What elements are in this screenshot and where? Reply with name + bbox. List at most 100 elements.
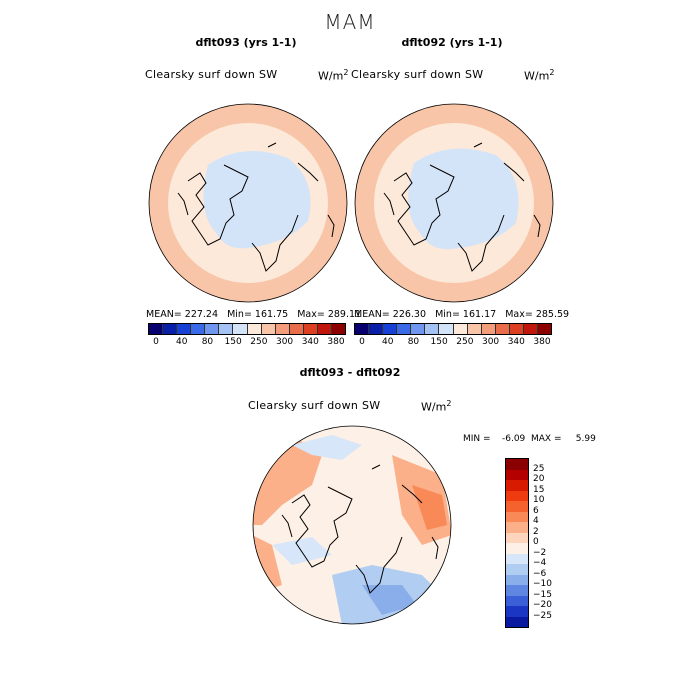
colorbar-swatch [506,511,528,522]
right-colorbar [354,323,552,335]
colorbar-swatch [506,574,528,585]
colorbar-tick-label: 40 [175,337,188,347]
map-fill-negative [272,537,332,565]
diff-minmax: MIN = -6.09 MAX = 5.99 [463,434,596,444]
colorbar-swatch [191,324,206,334]
left-colorbar [148,323,346,335]
colorbar-tick-label: 40 [381,337,394,347]
colorbar-swatch [233,324,248,334]
map-fill-positive [412,485,447,530]
colorbar-tick-label: 0 [359,337,365,347]
map-fill-negative [292,435,362,460]
colorbar-swatch [397,324,412,334]
colorbar-swatch [369,324,384,334]
colorbar-tick-label: −2 [533,547,547,558]
colorbar-tick-label: 25 [533,463,545,474]
colorbar-swatch [506,501,528,512]
colorbar-swatch [261,324,276,334]
left-units: W/m2 [318,68,349,83]
colorbar-tick-label: 20 [533,474,545,484]
colorbar-tick-label: 80 [407,337,420,347]
colorbar-swatch [205,324,220,334]
colorbar-tick-label: 300 [275,337,294,347]
colorbar-tick-label: 10 [533,495,545,505]
colorbar-swatch [523,324,539,334]
colorbar-tick-label: 0 [533,537,539,547]
map-fill-low-arctic [203,150,311,249]
colorbar-tick-label: 6 [533,505,539,516]
colorbar-swatch [495,324,510,334]
colorbar-tick-label: 250 [456,337,474,347]
colorbar-swatch [332,324,346,334]
colorbar-tick-label: −15 [533,589,552,600]
colorbar-tick-label: 80 [201,337,214,347]
right-variable-name: Clearsky surf down SW [351,68,484,81]
colorbar-swatch [275,324,290,334]
coastlines [383,142,541,272]
colorbar-swatch [506,585,528,596]
colorbar-swatch [506,553,528,564]
colorbar-swatch [506,543,528,554]
colorbar-tick-label: 380 [533,337,551,347]
colorbar-swatch [506,595,528,606]
colorbar-swatch [506,522,528,533]
colorbar-tick-label: 150 [430,337,448,347]
colorbar-tick-label: −25 [533,610,552,621]
colorbar-swatch [439,324,454,334]
colorbar-tick-label: 250 [250,337,268,347]
colorbar-swatch [467,324,482,334]
coastlines [177,142,335,272]
right-panel-title: dflt092 (yrs 1-1) [401,36,503,49]
colorbar-swatch [355,324,370,334]
colorbar-swatch [538,324,552,334]
diff-colorbar-labels: 25 20 15 10 6 4 2 0 −2 −4 −6 −10 −15 −20 −25 [533,458,573,628]
colorbar-swatch [509,324,524,334]
colorbar-swatch [149,324,164,334]
colorbar-swatch [506,459,528,470]
diff-variable-name: Clearsky surf down SW [248,399,381,412]
colorbar-tick-label: 340 [301,337,319,347]
season-title: MAM [324,10,376,34]
left-panel-title: dflt093 (yrs 1-1) [195,36,297,49]
colorbar-tick-label: 15 [533,484,545,495]
colorbar-tick-label: −10 [533,579,552,589]
colorbar-swatch [506,480,528,491]
colorbar-swatch [506,606,528,617]
colorbar-swatch [411,324,426,334]
colorbar-swatch [247,324,262,334]
left-stats: MEAN= 227.24 Min= 161.75 Max= 289.11 [146,309,362,320]
colorbar-swatch [303,324,318,334]
diff-units: W/m2 [421,399,452,414]
right-units: W/m2 [524,68,555,83]
colorbar-tick-label: 380 [327,337,345,347]
colorbar-swatch [506,490,528,501]
colorbar-swatch [163,324,178,334]
colorbar-swatch [506,532,528,543]
colorbar-tick-label: −6 [533,568,547,579]
right-polar-map [354,103,554,303]
colorbar-swatch [453,324,468,334]
colorbar-tick-label: 150 [224,337,242,347]
colorbar-swatch [506,564,528,575]
colorbar-tick-label: 340 [507,337,525,347]
right-stats: MEAN= 226.30 Min= 161.17 Max= 285.59 [354,309,570,320]
colorbar-swatch [289,324,304,334]
colorbar-tick-label: 300 [481,337,500,347]
left-colorbar-labels: 0 40 80 150 250 300 340 380 [148,337,344,349]
coastlines [281,464,439,594]
colorbar-swatch [481,324,496,334]
diff-panel-title: dflt093 - dflt092 [299,366,401,379]
colorbar-tick-label: 0 [153,337,159,347]
colorbar-swatch [506,469,528,480]
map-fill-negative [362,585,417,615]
colorbar-tick-label: 4 [533,516,539,526]
colorbar-swatch [383,324,398,334]
left-polar-map [148,103,348,303]
right-colorbar-labels: 0 40 80 150 250 300 340 380 [354,337,550,349]
colorbar-swatch [506,616,528,627]
diff-colorbar [505,458,529,628]
colorbar-swatch [317,324,333,334]
colorbar-swatch [219,324,234,334]
colorbar-tick-label: −20 [533,600,552,610]
map-fill-low-arctic [408,148,519,250]
